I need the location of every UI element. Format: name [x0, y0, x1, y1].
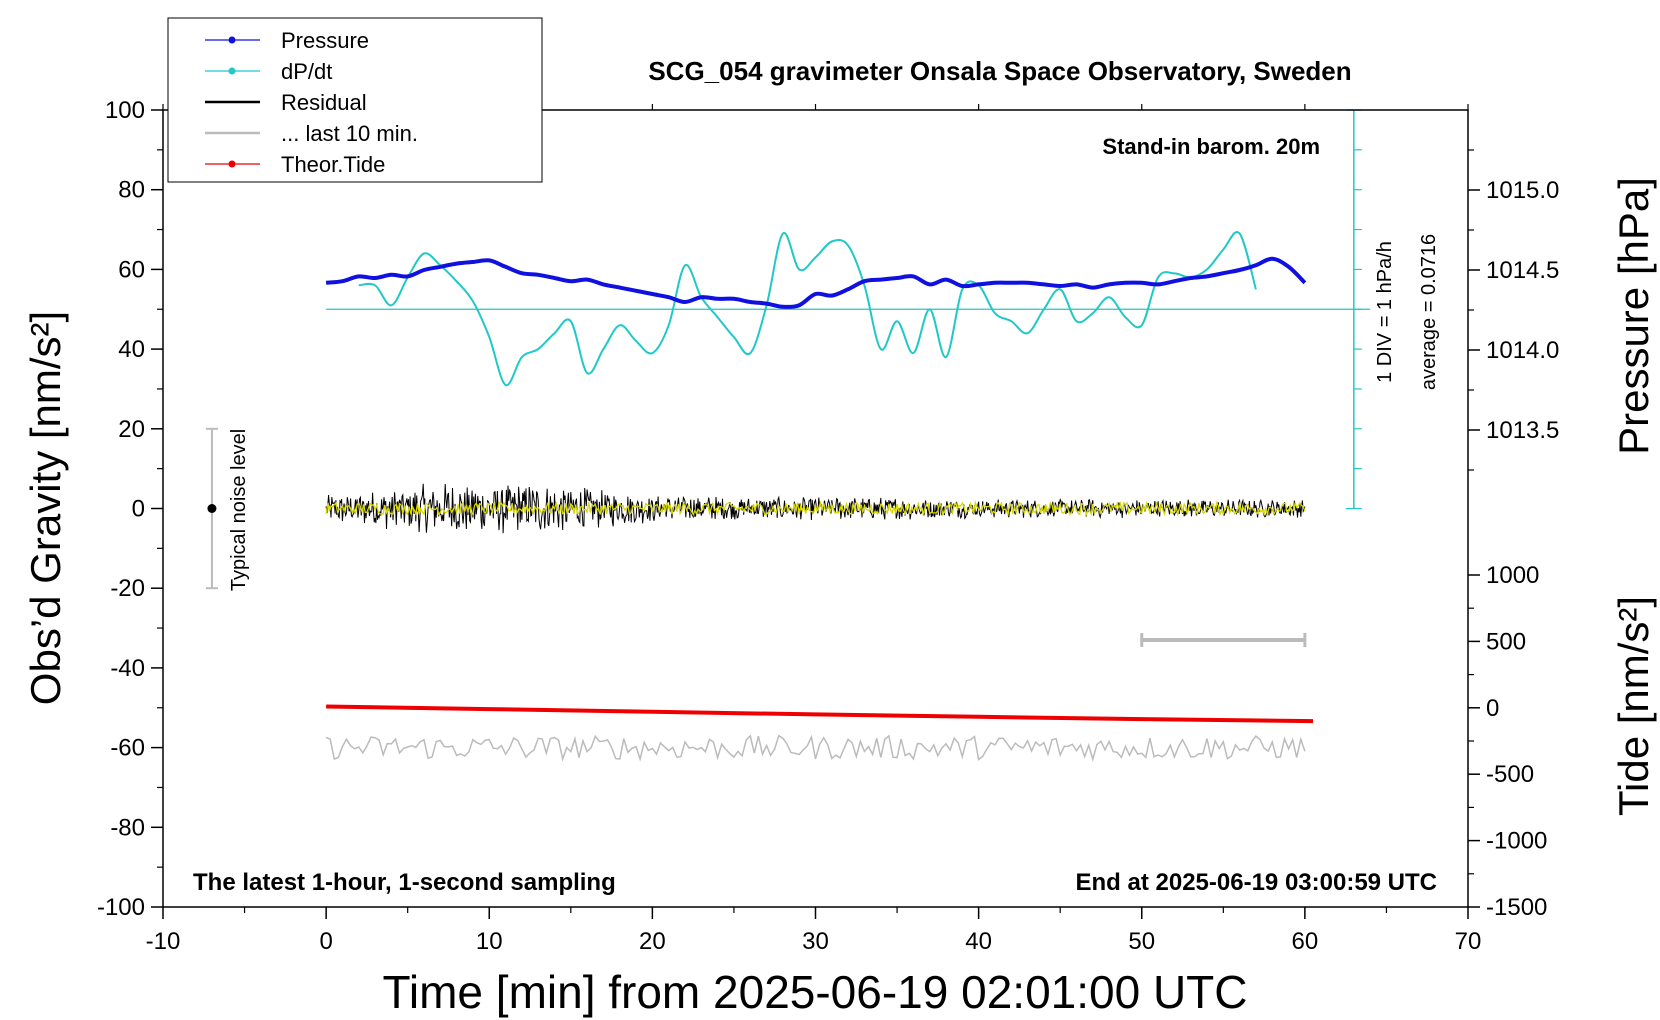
y-tick-label: 0	[132, 496, 145, 523]
pressure-tick-label: 1013.5	[1486, 417, 1559, 444]
y-tick-label: -40	[110, 655, 145, 682]
last-10-min-line	[325, 734, 1306, 762]
y-tick-label: 20	[118, 416, 145, 443]
plot-area	[205, 109, 1371, 762]
y-tick-label: -100	[97, 894, 145, 921]
legend-label: ... last 10 min.	[281, 121, 418, 146]
end-time-annotation: End at 2025-06-19 03:00:59 UTC	[1076, 869, 1438, 896]
y-tick-label: -20	[110, 575, 145, 602]
y-tick-label: -60	[110, 735, 145, 762]
x-tick-label: 50	[1128, 928, 1155, 955]
residual-smoothed-line	[325, 500, 1306, 517]
legend-label: dP/dt	[281, 59, 332, 84]
y-tick-label: 40	[118, 336, 145, 363]
pressure-tick-label: 1014.5	[1486, 257, 1559, 284]
x-axis-label: Time [min] from 2025-06-19 02:01:00 UTC	[383, 966, 1248, 1018]
noise-bar-center-dot	[207, 504, 217, 513]
tide-tick-label: 1000	[1486, 562, 1539, 589]
pressure-tick-label: 1015.0	[1486, 177, 1559, 204]
barometer-annotation: Stand-in barom. 20m	[1102, 134, 1320, 159]
y-axis-label-tide: Tide [nm/s²]	[1610, 596, 1657, 816]
x-tick-label: 0	[319, 928, 332, 955]
legend-swatch-dot	[228, 67, 236, 75]
x-tick-label: 40	[965, 928, 992, 955]
noise-level-annotation: Typical noise level	[228, 429, 250, 591]
legend-label: Residual	[281, 90, 367, 115]
y-axis-label-gravity: Obs’d Gravity [nm/s²]	[22, 311, 69, 705]
tide-tick-label: -1500	[1486, 894, 1547, 921]
x-tick-label: 70	[1455, 928, 1482, 955]
x-tick-label: 30	[802, 928, 829, 955]
x-tick-label: 60	[1292, 928, 1319, 955]
x-tick-label: -10	[146, 928, 181, 955]
pressure-line	[325, 256, 1307, 309]
sampling-annotation: The latest 1-hour, 1-second sampling	[193, 869, 616, 896]
chart-title: SCG_054 gravimeter Onsala Space Observat…	[648, 56, 1351, 86]
y-tick-label: 100	[105, 97, 145, 124]
legend-label: Theor.Tide	[281, 152, 385, 177]
theor-tide-line	[326, 704, 1314, 724]
pressure-tick-label: 1014.0	[1486, 337, 1559, 364]
dpdt-average-annotation: average = 0.0716	[1418, 234, 1440, 390]
legend: Pressure dP/dt Residual ... last 10 min. The…	[167, 17, 543, 183]
legend-swatch-dot	[228, 160, 236, 168]
tide-tick-label: 500	[1486, 628, 1526, 655]
tide-tick-label: 0	[1486, 695, 1499, 722]
chart-text: SCG_054 gravimeter Onsala Space Observat…	[22, 56, 1657, 1018]
y-tick-label: 80	[118, 177, 145, 204]
legend-swatch-dot	[228, 36, 236, 44]
legend-label: Pressure	[281, 28, 369, 53]
dpdt-line	[358, 231, 1257, 387]
tide-tick-label: -500	[1486, 761, 1534, 788]
y-axis-label-pressure: Pressure [hPa]	[1610, 177, 1657, 455]
y-tick-label: -80	[110, 814, 145, 841]
legend-box	[167, 17, 543, 183]
x-tick-label: 20	[639, 928, 666, 955]
x-tick-label: 10	[476, 928, 503, 955]
y-tick-label: 60	[118, 256, 145, 283]
dpdt-scale-annotation: 1 DIV = 1 hPa/h	[1374, 241, 1396, 383]
axes: -10 0 10 20 30 40 50 60 70100806040200-20-40-60-…	[97, 97, 1559, 955]
tide-tick-label: -1000	[1486, 828, 1547, 855]
